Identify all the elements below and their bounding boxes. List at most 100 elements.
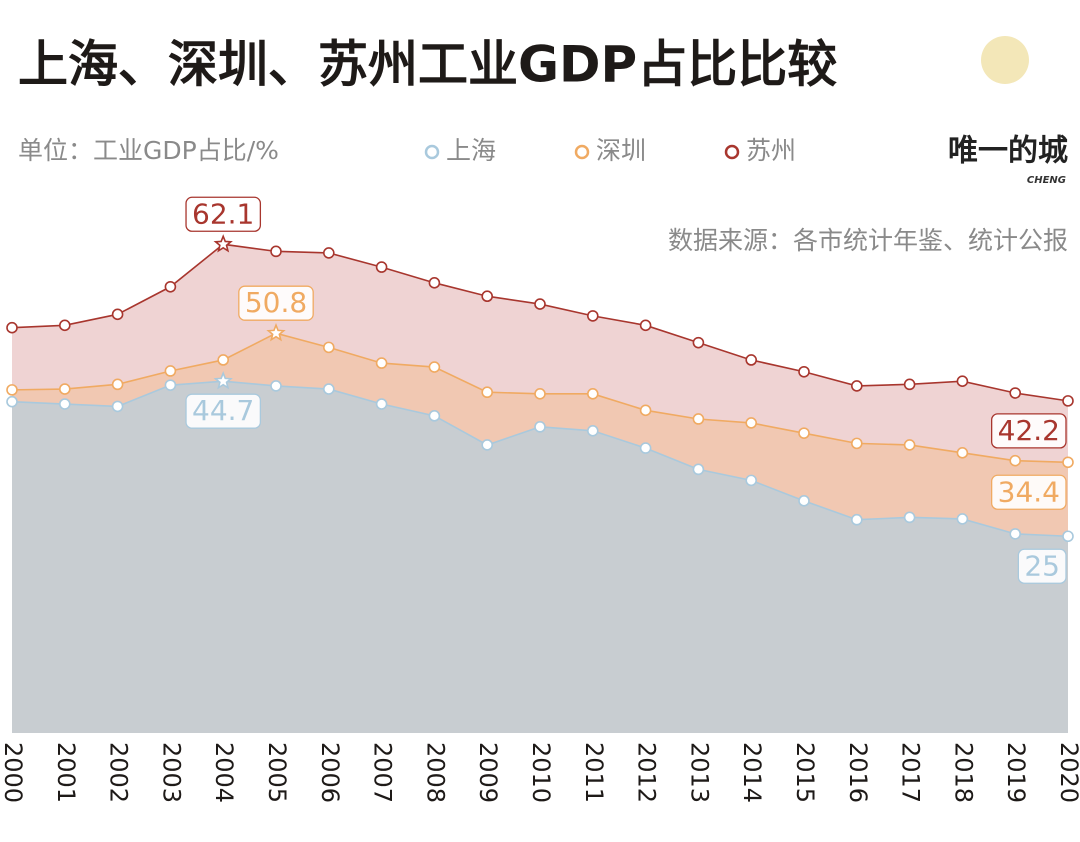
data-label-box — [185, 196, 262, 232]
data-label: 42.2 — [998, 414, 1060, 447]
peak-marker — [266, 323, 286, 342]
point — [322, 247, 335, 259]
x-tick-label: 2003 — [157, 742, 185, 803]
point — [1062, 395, 1074, 407]
x-tick-label: 2018 — [949, 742, 977, 803]
point — [692, 463, 705, 476]
data-label: 50.8 — [245, 286, 307, 319]
legend-label: 深圳 — [596, 136, 646, 165]
data-label-box — [185, 393, 262, 429]
x-tick-label: 2009 — [474, 742, 502, 803]
x-tick-label: 2011 — [580, 742, 608, 803]
point — [164, 365, 177, 377]
data-label-box — [991, 474, 1067, 510]
data-label-box — [238, 285, 314, 321]
data-label-group: 34.4 — [991, 474, 1067, 510]
legend-marker — [574, 144, 590, 160]
point — [639, 319, 652, 332]
x-tick-label: 2002 — [105, 742, 133, 803]
data-label-box — [991, 413, 1067, 449]
point — [270, 380, 282, 392]
point — [956, 513, 969, 525]
x-tick-label: 2017 — [897, 742, 925, 803]
point — [1009, 528, 1022, 540]
point — [164, 379, 177, 391]
point — [428, 361, 441, 373]
peak-marker — [213, 371, 233, 390]
point — [217, 354, 229, 366]
point — [481, 439, 494, 451]
point — [903, 378, 916, 391]
point — [1062, 456, 1074, 469]
point — [586, 424, 599, 437]
brand: 唯一的城 — [948, 134, 1068, 169]
point — [1009, 387, 1022, 399]
point — [534, 298, 546, 310]
data-label-group: 25 — [1017, 548, 1067, 584]
point — [798, 365, 810, 378]
x-tick-label: 2000 — [0, 742, 27, 803]
data-label: 62.1 — [192, 197, 254, 230]
data-label: 44.7 — [192, 394, 254, 427]
x-tick-label: 2012 — [633, 742, 661, 803]
point — [428, 277, 441, 289]
point — [481, 290, 494, 303]
data-label-group: 62.1 — [185, 196, 262, 232]
x-tick-label: 2005 — [263, 742, 291, 803]
point — [534, 421, 546, 433]
point — [903, 511, 916, 524]
x-tick-label: 2001 — [52, 742, 80, 803]
point — [798, 495, 810, 507]
point — [375, 357, 388, 369]
x-tick-label: 2006 — [316, 742, 344, 803]
x-tick-label: 2004 — [210, 742, 238, 803]
x-tick-label: 2019 — [1002, 742, 1030, 803]
point — [164, 280, 177, 293]
x-tick-label: 2010 — [527, 742, 555, 803]
brand-sub: CHENG — [1027, 175, 1066, 186]
x-tick-label: 2014 — [738, 742, 766, 803]
legend-marker — [424, 144, 440, 160]
x-tick-label: 2007 — [369, 742, 397, 803]
point — [850, 380, 863, 392]
point — [639, 404, 652, 417]
point — [956, 447, 969, 459]
logo-decor — [981, 36, 1029, 84]
point — [481, 386, 494, 399]
data-label-group: 42.2 — [991, 413, 1067, 449]
point — [6, 395, 18, 408]
point — [322, 341, 335, 354]
data-label-group: 50.8 — [238, 285, 314, 321]
point — [1009, 454, 1022, 467]
point — [692, 336, 705, 349]
chart-title: 上海、深圳、苏州工业GDP占比比较 — [18, 36, 837, 94]
point — [798, 427, 810, 439]
point — [111, 308, 124, 321]
point — [745, 474, 758, 487]
point — [111, 400, 124, 413]
point — [322, 383, 335, 395]
point — [59, 319, 71, 332]
peak-marker — [213, 234, 233, 253]
point — [850, 513, 863, 526]
x-tick-label: 2008 — [421, 742, 449, 803]
point — [639, 442, 652, 454]
point — [586, 388, 599, 400]
data-label-group: 44.7 — [185, 393, 262, 429]
point — [586, 310, 599, 322]
x-tick-label: 2016 — [844, 742, 872, 803]
data-label-box — [1017, 548, 1067, 584]
legend-marker — [724, 144, 740, 160]
data-label: 34.4 — [998, 475, 1060, 508]
point — [6, 384, 18, 396]
point — [59, 398, 71, 410]
data-label: 25 — [1024, 549, 1060, 582]
point — [1062, 530, 1074, 543]
point — [745, 417, 758, 429]
point — [534, 388, 546, 400]
point — [375, 261, 388, 273]
point — [745, 354, 758, 366]
legend-label: 苏州 — [746, 136, 796, 165]
point — [375, 398, 388, 410]
